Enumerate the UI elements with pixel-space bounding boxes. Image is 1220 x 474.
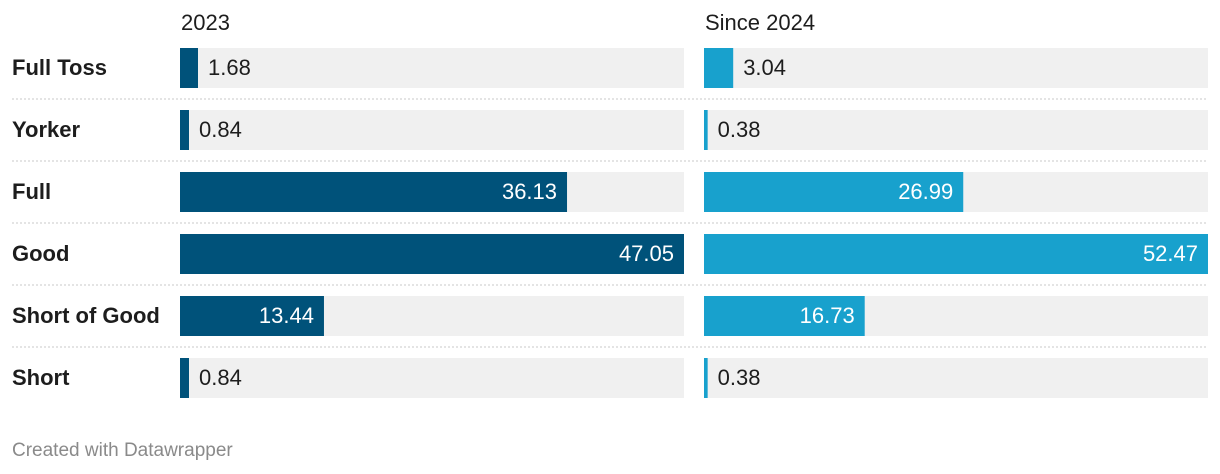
value-label: 0.84	[199, 365, 242, 390]
bar-background	[704, 110, 1208, 150]
bar-background	[704, 48, 1208, 88]
bar-background	[180, 358, 684, 398]
column-header: 2023	[181, 10, 230, 35]
value-label: 0.38	[718, 117, 761, 142]
bar	[180, 172, 568, 212]
value-label: 0.38	[718, 365, 761, 390]
category-label: Good	[12, 241, 69, 266]
bar	[704, 358, 708, 398]
column-header: Since 2024	[705, 10, 815, 35]
value-label: 36.13	[502, 179, 557, 204]
bar	[704, 172, 964, 212]
bar	[704, 110, 708, 150]
value-label: 47.05	[619, 241, 674, 266]
category-label: Short of Good	[12, 303, 160, 328]
value-label: 3.04	[743, 55, 786, 80]
value-label: 0.84	[199, 117, 242, 142]
bar	[180, 110, 189, 150]
bar	[180, 358, 189, 398]
bar	[180, 48, 198, 88]
value-label: 26.99	[898, 179, 953, 204]
category-label: Short	[12, 365, 70, 390]
bar-background	[704, 358, 1208, 398]
footer: Created with Datawrapper	[12, 440, 233, 461]
category-label: Yorker	[12, 117, 81, 142]
category-label: Full Toss	[12, 55, 107, 80]
bar	[704, 234, 1208, 274]
bar-background	[180, 110, 684, 150]
value-label: 16.73	[800, 303, 855, 328]
value-label: 52.47	[1143, 241, 1198, 266]
bar	[704, 296, 865, 336]
bar-background	[180, 48, 684, 88]
value-label: 13.44	[259, 303, 314, 328]
bar	[180, 234, 684, 274]
category-label: Full	[12, 179, 51, 204]
bar	[180, 296, 324, 336]
value-label: 1.68	[208, 55, 251, 80]
bar	[704, 48, 734, 88]
